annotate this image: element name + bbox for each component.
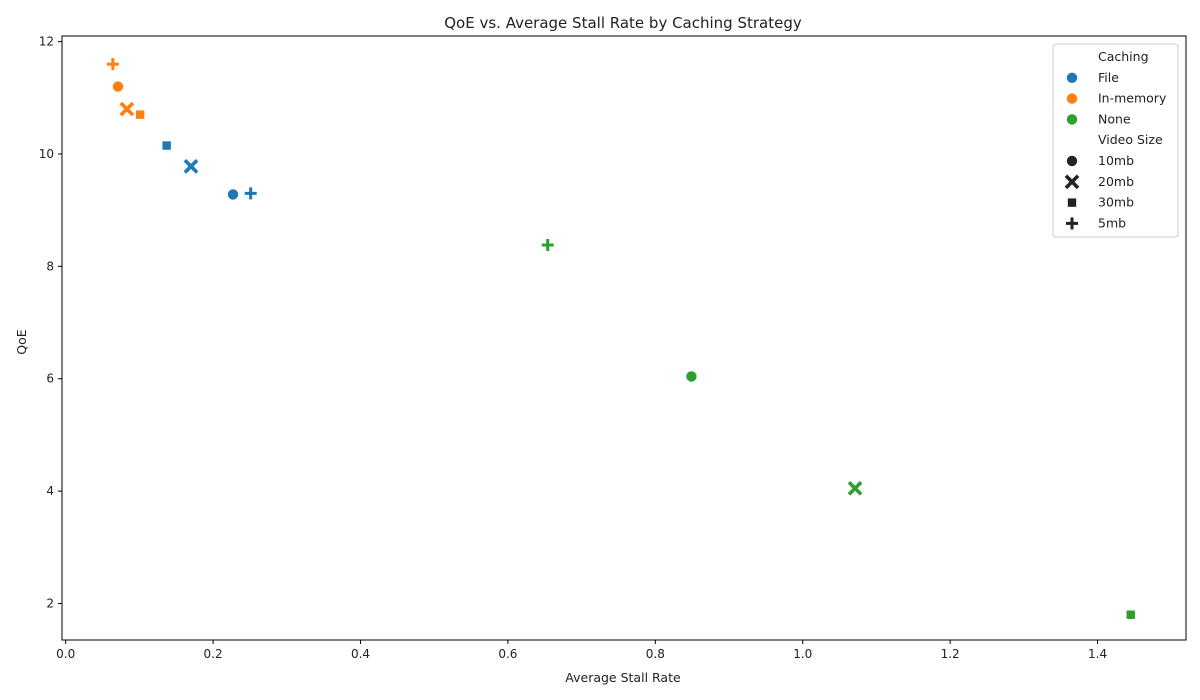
legend-marker-5mb bbox=[1066, 217, 1078, 230]
chart-title: QoE vs. Average Stall Rate by Caching St… bbox=[444, 14, 802, 32]
x-tick-label: 0.4 bbox=[351, 647, 370, 661]
y-axis-ticks: 2 4 6 8 10 12 bbox=[39, 35, 62, 610]
legend-label-30mb: 30mb bbox=[1098, 195, 1134, 210]
data-point-file-10mb bbox=[226, 188, 239, 201]
data-points bbox=[106, 58, 1136, 620]
x-tick-label: 0.0 bbox=[56, 647, 75, 661]
y-axis-label: QoE bbox=[14, 329, 29, 354]
data-point-none-20mb bbox=[847, 480, 863, 496]
legend-marker-20mb bbox=[1064, 174, 1080, 190]
x-tick-label: 0.8 bbox=[646, 647, 665, 661]
x-tick-label: 1.2 bbox=[941, 647, 960, 661]
legend-marker-file bbox=[1066, 71, 1079, 84]
legend-label-in-memory: In-memory bbox=[1098, 91, 1167, 106]
legend-caching-title: Caching bbox=[1098, 49, 1149, 64]
data-point-file-20mb bbox=[183, 159, 199, 174]
legend-label-none: None bbox=[1098, 111, 1131, 126]
legend-label-10mb: 10mb bbox=[1098, 153, 1134, 168]
legend-marker-10mb bbox=[1066, 154, 1079, 167]
y-tick-label: 4 bbox=[46, 484, 54, 498]
y-tick-label: 6 bbox=[46, 372, 54, 386]
legend-video-size-title: Video Size bbox=[1098, 132, 1163, 147]
plot-frame bbox=[61, 35, 1187, 641]
data-point-file-5mb bbox=[244, 187, 257, 200]
x-tick-label: 0.6 bbox=[498, 647, 517, 661]
x-tick-label: 1.0 bbox=[793, 647, 812, 661]
legend-label-file: File bbox=[1098, 70, 1119, 85]
data-point-file-30mb bbox=[161, 140, 172, 151]
y-tick-label: 12 bbox=[39, 35, 54, 49]
legend-marker-in-memory bbox=[1066, 92, 1079, 105]
x-tick-label: 1.4 bbox=[1088, 647, 1107, 661]
legend-marker-none bbox=[1066, 113, 1079, 126]
legend-label-20mb: 20mb bbox=[1098, 174, 1134, 189]
data-point-none-5mb bbox=[541, 239, 554, 252]
data-point-in-memory-30mb bbox=[135, 109, 146, 120]
y-tick-label: 8 bbox=[46, 259, 54, 273]
data-point-none-10mb bbox=[685, 370, 698, 383]
legend: Caching File In-memory None Video Size 10mb 20… bbox=[1052, 43, 1179, 238]
x-axis-label: Average Stall Rate bbox=[565, 670, 681, 685]
legend-frame bbox=[1052, 43, 1179, 238]
plot-area bbox=[61, 35, 1187, 641]
legend-label-5mb: 5mb bbox=[1098, 215, 1126, 230]
x-axis-ticks: 0.0 0.2 0.4 0.6 0.8 1.0 1.2 1.4 bbox=[56, 640, 1107, 661]
x-tick-label: 0.2 bbox=[204, 647, 223, 661]
y-tick-label: 10 bbox=[39, 147, 54, 161]
data-point-in-memory-10mb bbox=[112, 80, 125, 93]
y-tick-label: 2 bbox=[46, 596, 54, 610]
data-point-in-memory-5mb bbox=[106, 58, 119, 71]
data-point-in-memory-20mb bbox=[119, 101, 135, 117]
legend-marker-30mb bbox=[1067, 197, 1078, 208]
data-point-none-30mb bbox=[1125, 609, 1136, 620]
